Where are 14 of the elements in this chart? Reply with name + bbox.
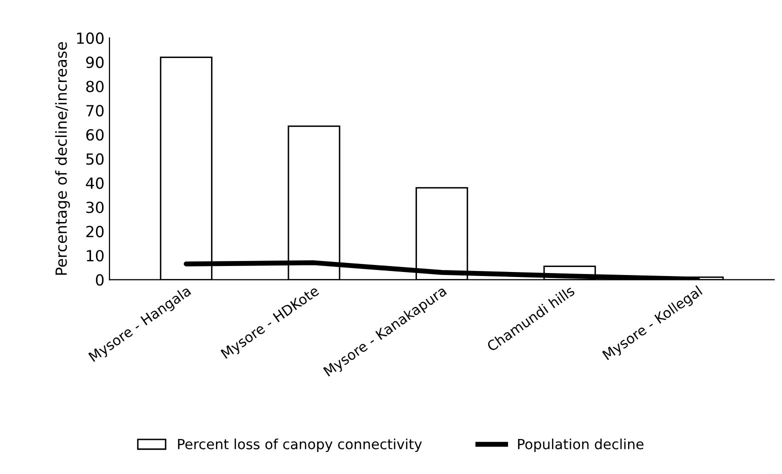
legend-label: Population decline (518, 438, 644, 452)
y-tick-label: 80 (86, 80, 104, 92)
y-tick-label: 70 (86, 104, 104, 116)
y-tick-label: 100 (77, 32, 104, 44)
y-tick-label: 30 (86, 202, 104, 214)
y-tick-label: 20 (86, 226, 104, 238)
y-tick-label: 0 (96, 274, 104, 286)
y-tick-label: 10 (86, 250, 104, 262)
legend-label: Percent loss of canopy connectivity (178, 438, 422, 452)
y-tick-label: 90 (86, 56, 104, 68)
y-axis-title: Percentage of decline/increase (55, 42, 70, 275)
y-tick-label: 60 (86, 129, 104, 141)
y-tick-label: 40 (86, 177, 104, 189)
y-tick-label: 50 (86, 153, 104, 165)
